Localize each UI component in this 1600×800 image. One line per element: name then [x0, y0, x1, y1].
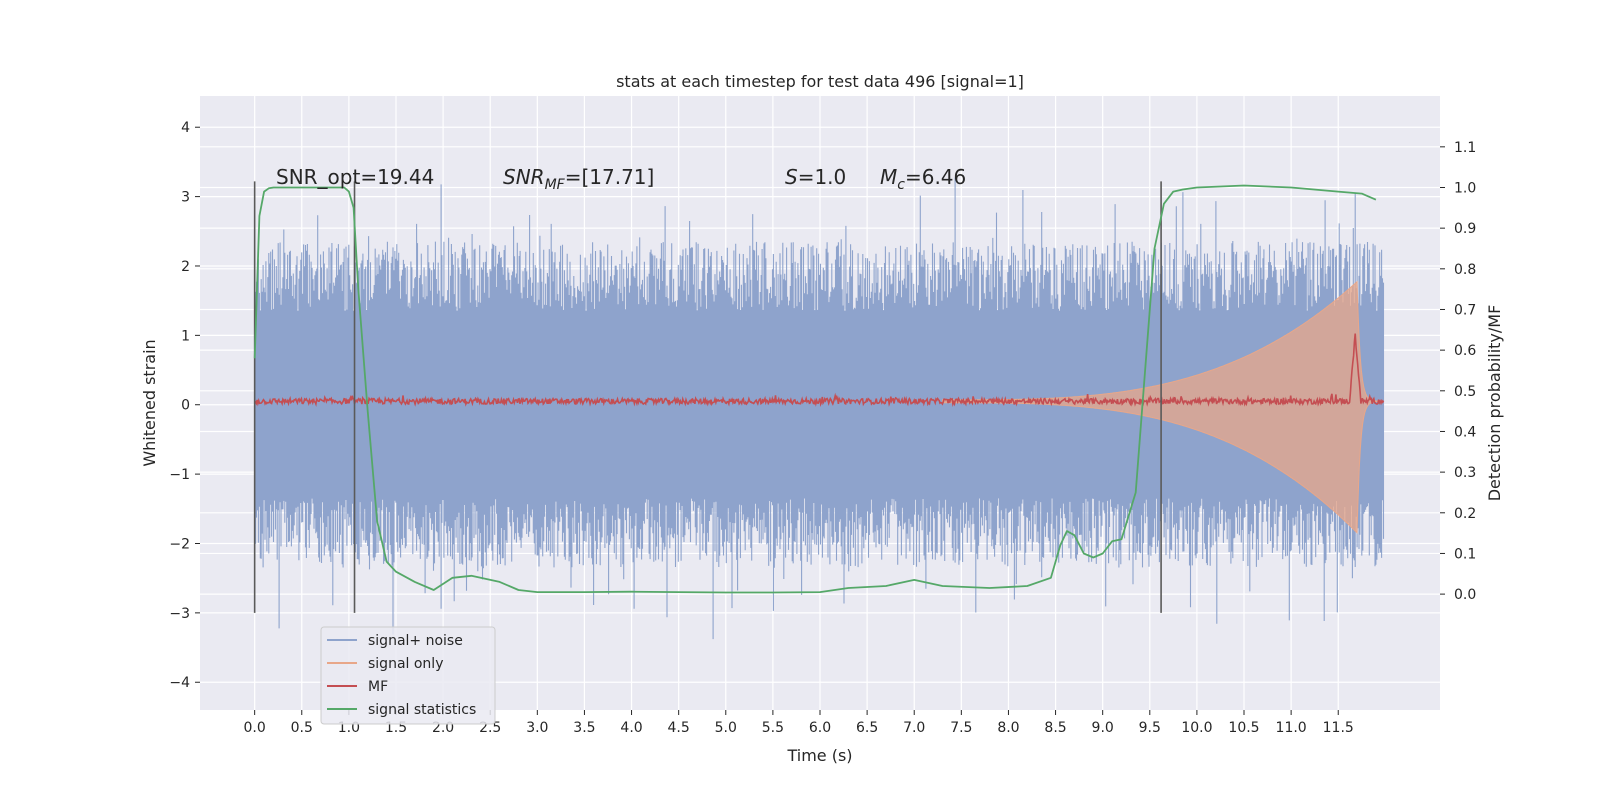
x-tick-label: 9.5 — [1139, 720, 1161, 736]
annotation-mc: Mc=6.46 — [880, 165, 966, 193]
y2-axis-label: Detection probability/MF — [1485, 305, 1504, 502]
annotation-snr-mf-symbol: SNR — [503, 165, 545, 189]
y-tick-label: −3 — [169, 606, 190, 622]
y2-tick-label: 0.8 — [1454, 262, 1476, 278]
x-tick-label: 11.0 — [1276, 720, 1307, 736]
chart-title: stats at each timestep for test data 496… — [616, 72, 1024, 91]
y-tick-label: 1 — [181, 328, 190, 344]
y2-tick-label: 0.4 — [1454, 424, 1476, 440]
y2-tick-label: 0.1 — [1454, 546, 1476, 562]
annotation-s-symbol: S — [785, 165, 798, 189]
legend-label-signal-statistics: signal statistics — [368, 702, 476, 718]
x-tick-label: 4.5 — [668, 720, 690, 736]
y2-tick-label: 0.7 — [1454, 302, 1476, 318]
y-tick-label: 0 — [181, 398, 190, 414]
y2-tick-label: 1.1 — [1454, 140, 1476, 156]
mf-line — [254, 333, 1385, 408]
legend-label-mf: MF — [368, 679, 388, 695]
x-tick-label: 9.0 — [1092, 720, 1114, 736]
y-tick-label: −2 — [169, 536, 190, 552]
legend-label-signal-plus-noise: signal+ noise — [368, 633, 463, 649]
annotation-mc-symbol: M — [880, 165, 897, 189]
y2-tick-label: 0.3 — [1454, 465, 1476, 481]
y-tick-label: −1 — [169, 467, 190, 483]
x-tick-label: 10.5 — [1228, 720, 1259, 736]
x-axis-label: Time (s) — [786, 746, 852, 765]
y2-axis-ticks: 1.1 1.0 0.9 0.8 0.7 0.6 0.5 0.4 0.3 0.2 0.1 0.0 — [1440, 140, 1476, 603]
y-tick-label: 2 — [181, 259, 190, 275]
x-tick-label: 3.5 — [573, 720, 595, 736]
x-tick-label: 0.5 — [291, 720, 313, 736]
y2-tick-label: 0.2 — [1454, 506, 1476, 522]
y-tick-label: −4 — [169, 675, 190, 691]
x-tick-label: 5.5 — [762, 720, 784, 736]
y2-tick-label: 0.0 — [1454, 587, 1476, 603]
annotation-snr-mf: SNRMF=[17.71] — [503, 165, 654, 193]
y-tick-label: 3 — [181, 190, 190, 206]
x-tick-label: 0.0 — [244, 720, 266, 736]
x-tick-label: 11.5 — [1323, 720, 1354, 736]
annotation-snr-mf-value: =[17.71] — [565, 165, 655, 189]
x-tick-label: 7.0 — [903, 720, 925, 736]
annotation-mc-subscript: c — [897, 177, 905, 193]
x-tick-label: 6.5 — [856, 720, 878, 736]
legend: signal+ noise signal only MF signal stat… — [320, 626, 496, 725]
x-tick-label: 10.0 — [1181, 720, 1212, 736]
y-axis-ticks: 4 3 2 1 0 −1 −2 −3 −4 — [169, 120, 200, 691]
x-tick-label: 7.5 — [950, 720, 972, 736]
annotation-snr-opt: SNR_opt=19.44 — [276, 165, 434, 189]
signal-statistics-line — [253, 184, 1377, 594]
x-tick-label: 8.5 — [1044, 720, 1066, 736]
x-tick-label: 5.0 — [715, 720, 737, 736]
annotation-snr-mf-subscript: MF — [545, 177, 566, 193]
x-tick-label: 3.0 — [526, 720, 548, 736]
legend-box — [320, 626, 496, 725]
series-signal-statistics — [253, 184, 1377, 594]
annotation-mc-value: =6.46 — [905, 165, 966, 189]
y-axis-label: Whitened strain — [140, 339, 159, 466]
series-mf — [254, 333, 1385, 408]
annotation-s-value: =1.0 — [798, 165, 847, 189]
y2-tick-label: 0.6 — [1454, 343, 1476, 359]
x-tick-label: 4.0 — [620, 720, 642, 736]
event-markers — [253, 181, 1162, 613]
x-tick-label: 8.0 — [997, 720, 1019, 736]
y2-tick-label: 0.5 — [1454, 384, 1476, 400]
y-tick-label: 4 — [181, 120, 190, 136]
y2-tick-label: 1.0 — [1454, 180, 1476, 196]
x-tick-label: 6.0 — [809, 720, 831, 736]
annotation-s: S=1.0 — [785, 165, 846, 189]
y2-tick-label: 0.9 — [1454, 221, 1476, 237]
legend-label-signal-only: signal only — [368, 656, 443, 672]
